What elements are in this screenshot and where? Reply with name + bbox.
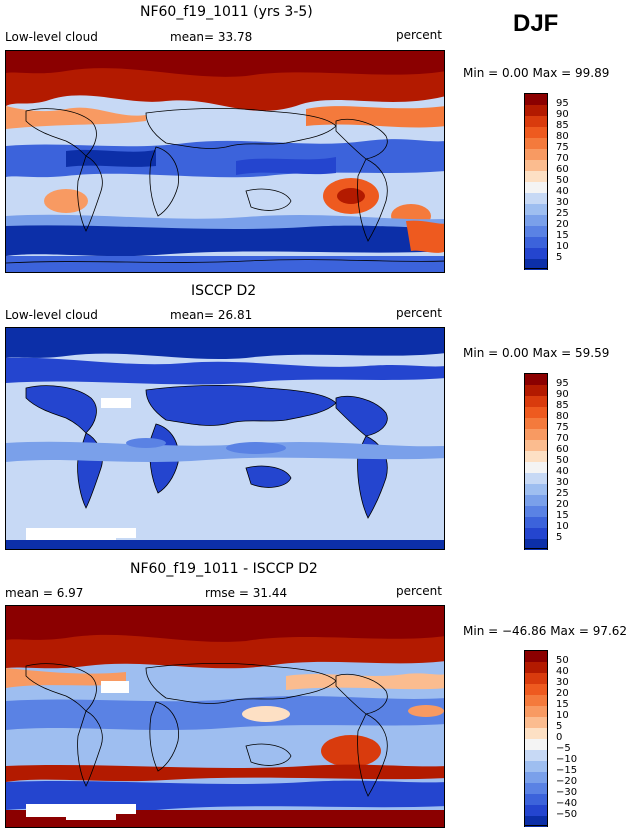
panel-diff-colorbar: 50 40 30 20 15 10 5 0 −5 −10 −15 −20 −30 −40 −50 <box>524 650 577 827</box>
colorbar-label: 30 <box>556 477 569 488</box>
colorbar-label: 70 <box>556 153 569 164</box>
panel-obs-colorbar: 95 90 85 80 75 70 60 50 40 30 25 20 15 10 5 <box>524 373 569 550</box>
colorbar-label: 10 <box>556 521 569 532</box>
colorbar-label: 75 <box>556 422 569 433</box>
colorbar-label: 5 <box>556 532 563 543</box>
panel-obs-map <box>5 327 445 550</box>
colorbar-label: 75 <box>556 142 569 153</box>
colorbar-label: 10 <box>556 241 569 252</box>
panel-obs-mean: mean= 26.81 <box>170 308 253 322</box>
colorbar-label: 90 <box>556 389 569 400</box>
colorbar-label: 5 <box>556 252 563 263</box>
colorbar-label: 80 <box>556 411 569 422</box>
colorbar-label: 20 <box>556 219 569 230</box>
colorbar-label: 40 <box>556 666 569 677</box>
colorbar-label: 70 <box>556 433 569 444</box>
panel-diff-mean: mean = 6.97 <box>5 586 84 600</box>
colorbar-label: 25 <box>556 208 569 219</box>
colorbar-label: 5 <box>556 721 563 732</box>
colorbar-label: 10 <box>556 710 569 721</box>
season-label: DJF <box>513 10 559 37</box>
colorbar-label: 85 <box>556 400 569 411</box>
panel-model-colorbar: 95 90 85 80 75 70 60 50 40 30 25 20 15 10 5 <box>524 93 569 270</box>
colorbar-label: 15 <box>556 510 569 521</box>
colorbar-label: 40 <box>556 186 569 197</box>
panel-diff-rmse: rmse = 31.44 <box>205 586 288 600</box>
panel-obs-units: percent <box>396 306 442 320</box>
panel-model-variable: Low-level cloud <box>5 30 98 44</box>
colorbar-label: 20 <box>556 688 569 699</box>
panel-diff-map <box>5 605 445 828</box>
colorbar-label: 95 <box>556 98 569 109</box>
panel-obs-variable: Low-level cloud <box>5 308 98 322</box>
colorbar-label: −10 <box>556 754 578 765</box>
panel-diff-units: percent <box>396 584 442 598</box>
colorbar-label: 15 <box>556 230 569 241</box>
colorbar-label: 85 <box>556 120 569 131</box>
colorbar-label: 25 <box>556 488 569 499</box>
colorbar-label: 40 <box>556 466 569 477</box>
colorbar-label: 15 <box>556 699 569 710</box>
panel-model-title: NF60_f19_1011 (yrs 3-5) <box>140 4 313 20</box>
colorbar-label: −50 <box>556 809 578 820</box>
colorbar-label: 30 <box>556 677 569 688</box>
colorbar-label: −20 <box>556 776 578 787</box>
colorbar-label: 60 <box>556 164 569 175</box>
colorbar-label: −40 <box>556 798 578 809</box>
colorbar-label: 0 <box>556 732 563 743</box>
panel-diff-minmax: Min = −46.86 Max = 97.62 <box>463 624 628 638</box>
colorbar-label: 30 <box>556 197 569 208</box>
panel-model-map <box>5 50 445 273</box>
colorbar-label: 80 <box>556 131 569 142</box>
colorbar-label: −5 <box>556 743 571 754</box>
panel-obs-minmax: Min = 0.00 Max = 59.59 <box>463 346 610 360</box>
panel-obs-title: ISCCP D2 <box>191 283 257 299</box>
colorbar-frame <box>524 93 548 269</box>
colorbar-label: −30 <box>556 787 578 798</box>
panel-model-minmax: Min = 0.00 Max = 99.89 <box>463 66 610 80</box>
panel-model-mean: mean= 33.78 <box>170 30 253 44</box>
colorbar-label: −15 <box>556 765 578 776</box>
colorbar-label: 95 <box>556 378 569 389</box>
colorbar-label: 60 <box>556 444 569 455</box>
panel-diff-title: NF60_f19_1011 - ISCCP D2 <box>130 561 318 577</box>
colorbar-frame <box>524 650 548 826</box>
colorbar-label: 50 <box>556 175 569 186</box>
colorbar-label: 50 <box>556 455 569 466</box>
colorbar-label: 20 <box>556 499 569 510</box>
colorbar-label: 90 <box>556 109 569 120</box>
colorbar-frame <box>524 373 548 549</box>
colorbar-label: 50 <box>556 655 569 666</box>
panel-model-units: percent <box>396 28 442 42</box>
